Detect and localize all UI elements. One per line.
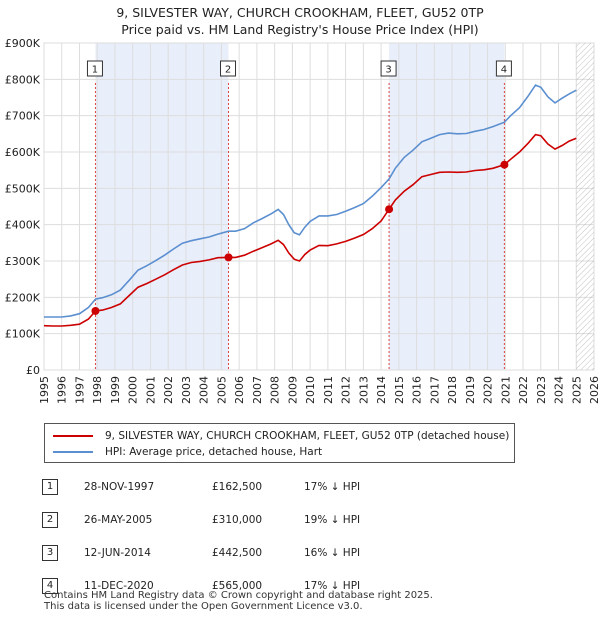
sale-price: £310,000 <box>212 513 263 526</box>
chart-title-block: 9, SILVESTER WAY, CHURCH CROOKHAM, FLEET… <box>0 4 600 38</box>
sale-date: 28-NOV-1997 <box>84 480 155 493</box>
x-tick-label: 1998 <box>91 376 104 404</box>
sale-number-box <box>380 60 397 77</box>
x-tick-label: 2005 <box>215 376 228 404</box>
y-tick-label: £700K <box>5 110 41 123</box>
x-tick-label: 2014 <box>375 376 388 404</box>
x-tick-label: 2019 <box>464 376 477 404</box>
x-tick-label: 2006 <box>233 376 246 404</box>
legend-swatch-property <box>53 435 93 437</box>
x-tick-label: 2002 <box>162 376 175 404</box>
sale-number-label: 2 <box>225 65 231 76</box>
x-tick-label: 2013 <box>357 376 370 404</box>
x-tick-label: 2011 <box>322 376 335 404</box>
footer-copyright: Contains HM Land Registry data © Crown c… <box>44 590 433 601</box>
legend-item-property: 9, SILVESTER WAY, CHURCH CROOKHAM, FLEET… <box>53 429 509 443</box>
sale-hpi-diff: 17% ↓ HPI <box>304 579 361 592</box>
x-tick-label: 2007 <box>251 376 264 404</box>
legend-item-hpi: HPI: Average price, detached house, Hart <box>53 445 322 459</box>
x-tick-label: 2004 <box>198 376 211 404</box>
x-tick-label: 2012 <box>340 376 353 404</box>
table-row: 2 26-MAY-2005 £310,000 19% ↓ HPI <box>42 503 360 536</box>
x-tick-label: 2017 <box>428 376 441 404</box>
x-tick-label: 2003 <box>180 376 193 404</box>
sale-date: 12-JUN-2014 <box>84 546 151 559</box>
y-tick-label: £800K <box>5 73 41 86</box>
x-tick-label: 1996 <box>56 376 69 404</box>
sale-number-badge: 4 <box>42 577 58 594</box>
x-tick-label: 1999 <box>109 376 122 404</box>
sale-hpi-diff: 16% ↓ HPI <box>304 546 361 559</box>
sale-hpi-diff: 17% ↓ HPI <box>304 480 361 493</box>
x-tick-label: 1995 <box>38 376 51 404</box>
y-tick-label: £900K <box>5 37 41 50</box>
sale-price: £565,000 <box>212 579 263 592</box>
x-tick-label: 2010 <box>304 376 317 404</box>
footer-licence: This data is licensed under the Open Gov… <box>44 601 363 612</box>
sales-table: 1 28-NOV-1997 £162,500 17% ↓ HPI 2 26-MA… <box>42 470 360 602</box>
x-tick-label: 2026 <box>588 376 600 404</box>
sale-number-label: 4 <box>501 65 507 76</box>
x-tick-label: 2000 <box>127 376 140 404</box>
x-tick-label: 1997 <box>73 376 86 404</box>
x-tick-label: 2016 <box>411 376 424 404</box>
x-tick-label: 2020 <box>482 376 495 404</box>
sale-point <box>500 160 509 169</box>
x-tick-label: 2009 <box>286 376 299 404</box>
sale-number-box <box>220 60 237 77</box>
y-tick-label: £500K <box>5 182 41 195</box>
sale-date: 11-DEC-2020 <box>84 579 154 592</box>
x-tick-label: 2022 <box>517 376 530 404</box>
y-tick-label: £400K <box>5 219 41 232</box>
y-tick-label: £200K <box>5 291 41 304</box>
x-tick-label: 2008 <box>269 376 282 404</box>
sale-number-badge: 1 <box>42 478 58 495</box>
forecast-hatch <box>576 43 594 370</box>
x-tick-label: 2025 <box>570 376 583 404</box>
property-price-line <box>43 133 577 327</box>
y-tick-label: £100K <box>5 328 41 341</box>
sale-number-badge: 2 <box>42 511 58 528</box>
table-row: 3 12-JUN-2014 £442,500 16% ↓ HPI <box>42 536 360 569</box>
sale-number-box <box>86 60 103 77</box>
footer: Contains HM Land Registry data © Crown c… <box>44 590 433 612</box>
y-tick-label: £0 <box>26 364 40 377</box>
sale-point <box>385 205 394 214</box>
y-tick-label: £600K <box>5 146 41 159</box>
legend-label-property: 9, SILVESTER WAY, CHURCH CROOKHAM, FLEET… <box>105 430 510 442</box>
sale-hpi-diff: 19% ↓ HPI <box>304 513 361 526</box>
legend: 9, SILVESTER WAY, CHURCH CROOKHAM, FLEET… <box>44 423 515 463</box>
sale-price: £162,500 <box>212 480 263 493</box>
price-chart: 1 2 3 4 £0 £100K £200K £300K £400K £500K £600K £700… <box>5 37 600 404</box>
hpi-line <box>44 84 577 318</box>
x-tick-label: 2021 <box>499 376 512 404</box>
x-tick-label: 2015 <box>393 376 406 404</box>
sale-number-label: 3 <box>385 65 391 76</box>
sale-point <box>91 306 100 315</box>
table-row: 1 28-NOV-1997 £162,500 17% ↓ HPI <box>42 470 360 503</box>
sale-date: 26-MAY-2005 <box>84 513 153 526</box>
sale-number-box <box>495 60 512 77</box>
y-tick-label: £300K <box>5 255 41 268</box>
shaded-band <box>95 43 229 370</box>
legend-label-hpi: HPI: Average price, detached house, Hart <box>105 446 323 458</box>
sale-number-label: 1 <box>92 65 98 76</box>
chart-title: 9, SILVESTER WAY, CHURCH CROOKHAM, FLEET… <box>116 5 484 20</box>
shaded-band <box>389 43 505 370</box>
x-tick-label: 2001 <box>144 376 157 404</box>
sale-number-badge: 3 <box>42 544 58 561</box>
legend-swatch-hpi <box>53 451 93 453</box>
x-tick-label: 2018 <box>446 376 459 404</box>
x-tick-label: 2023 <box>535 376 548 404</box>
chart-subtitle: Price paid vs. HM Land Registry's House … <box>121 22 479 37</box>
table-row: 4 11-DEC-2020 £565,000 17% ↓ HPI <box>42 569 360 602</box>
sale-point <box>224 253 233 262</box>
sale-price: £442,500 <box>212 546 263 559</box>
x-tick-label: 2024 <box>553 376 566 404</box>
